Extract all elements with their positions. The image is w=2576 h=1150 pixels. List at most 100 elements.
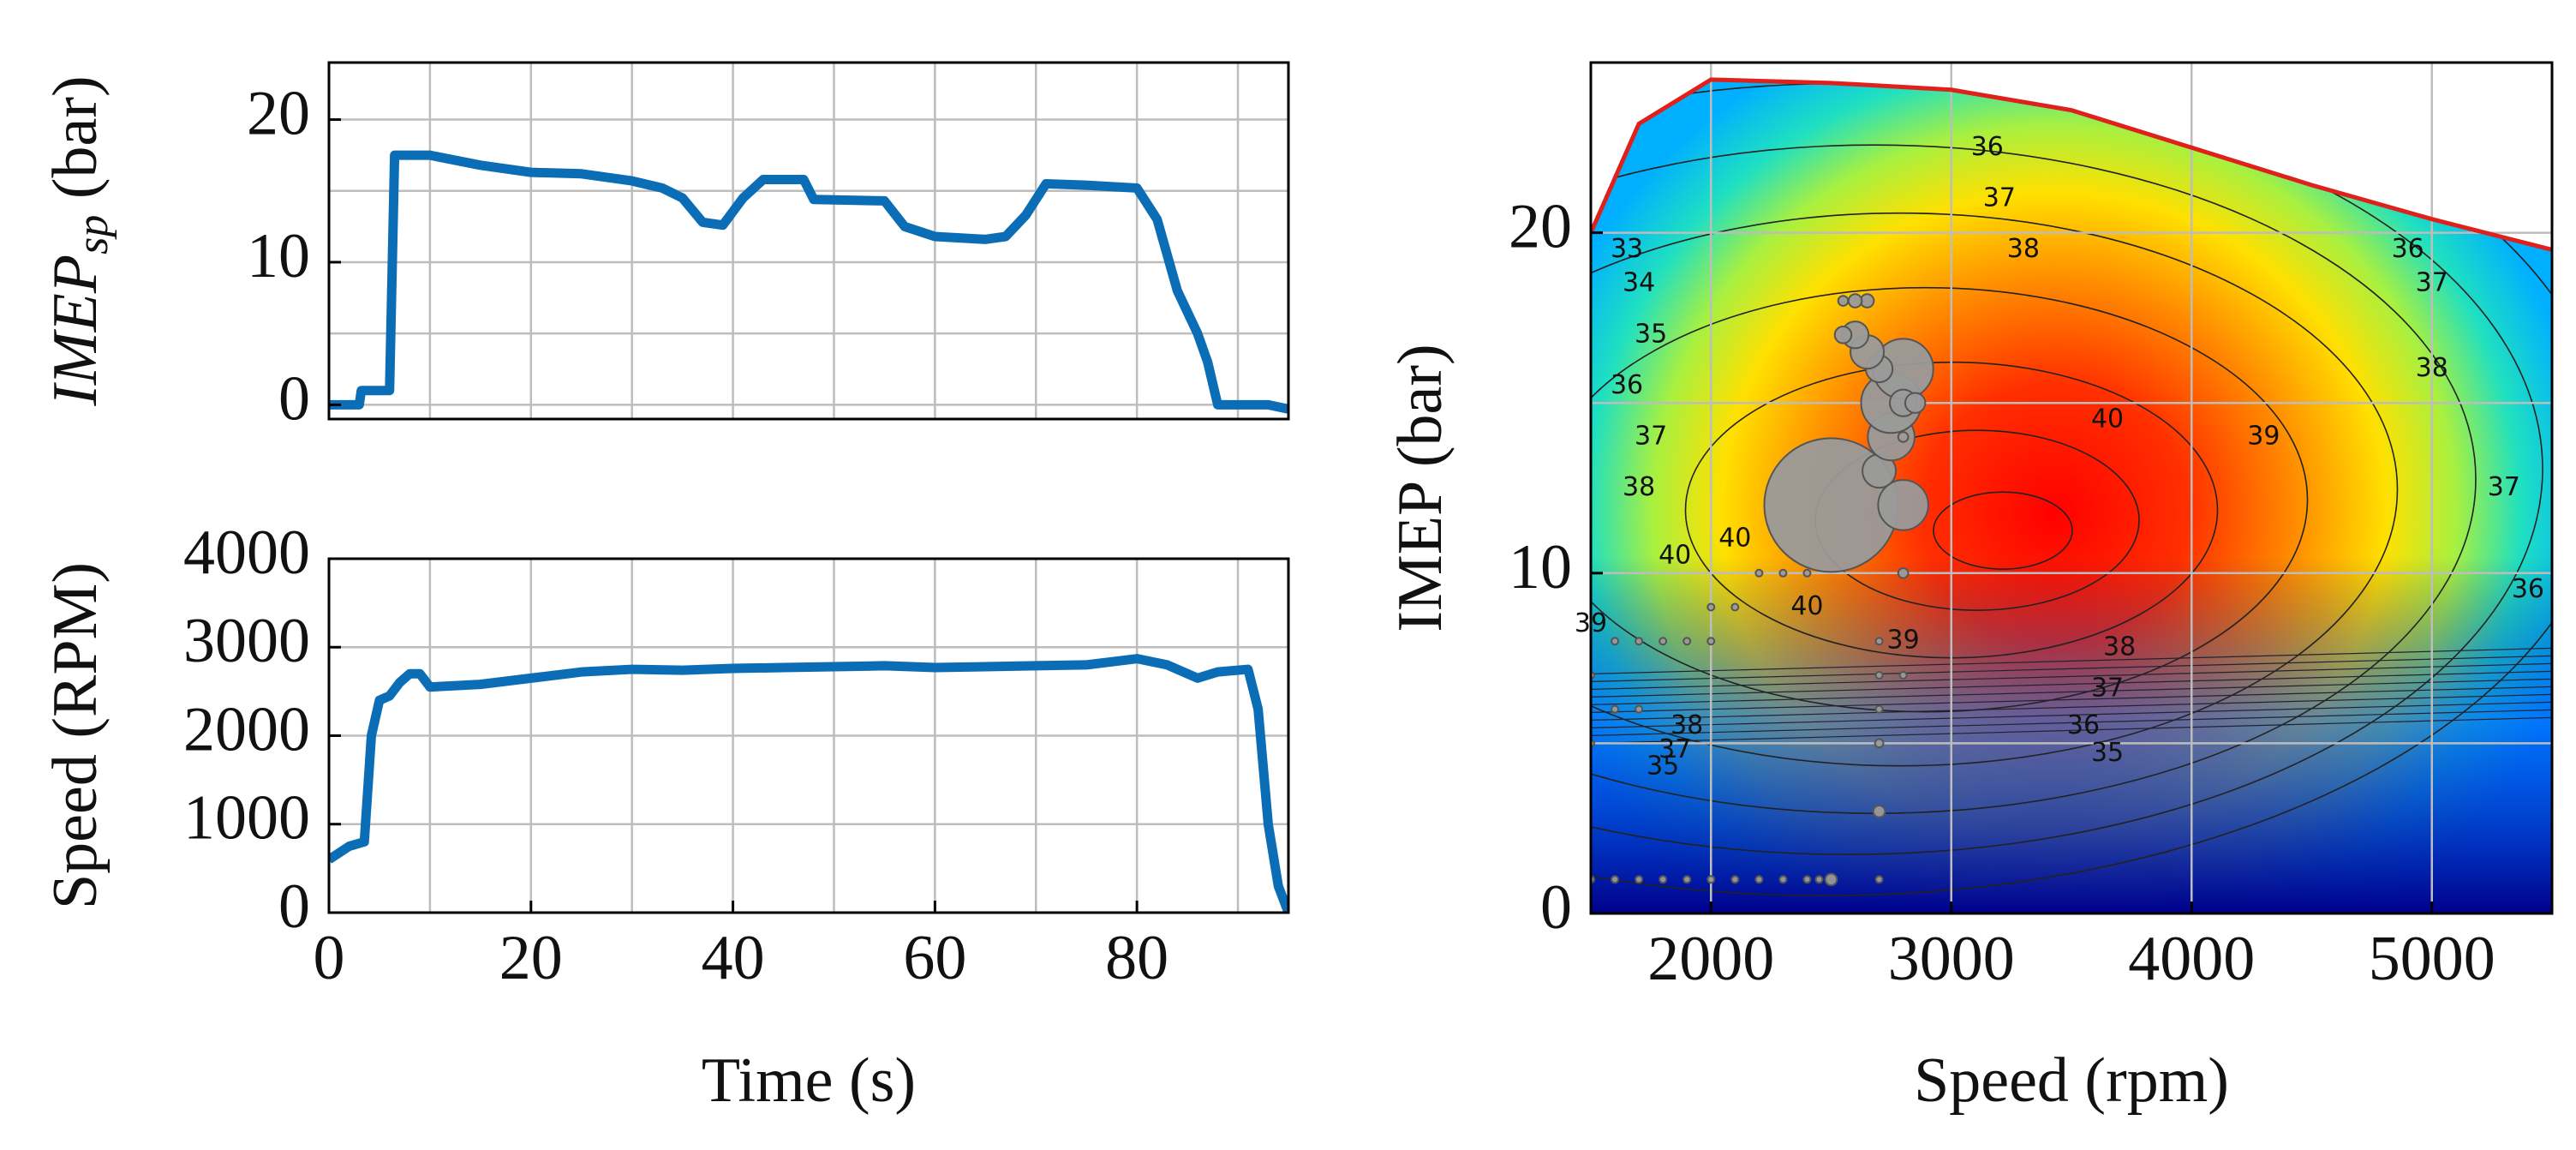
contour-label: 36 — [2067, 710, 2100, 740]
contour-label: 38 — [2007, 234, 2040, 264]
contour-label: 39 — [2247, 421, 2280, 451]
contour-line — [1591, 286, 2309, 713]
contour-label: 39 — [1887, 626, 1920, 656]
contour-label: 37 — [1635, 421, 1667, 451]
bubble — [1611, 704, 1620, 714]
contour-line — [1591, 701, 2552, 728]
y-tick-label: 0 — [1540, 872, 1572, 943]
contour-label: 35 — [2091, 738, 2124, 768]
contour-label: 38 — [2103, 632, 2136, 662]
contour-line — [1591, 647, 2552, 674]
x-axis-label: Speed (rpm) — [1914, 1045, 2229, 1116]
contour-label: 38 — [1623, 472, 1655, 502]
bubble — [1611, 637, 1620, 646]
bubble — [1898, 670, 1908, 680]
contour-label: 37 — [2416, 268, 2448, 298]
bubble — [1706, 637, 1716, 646]
bubble — [1904, 392, 1927, 414]
bubble — [1874, 704, 1884, 714]
heat-low — [1591, 555, 2552, 913]
bubbles — [1591, 293, 1934, 887]
contour-line — [1933, 491, 2073, 570]
contour-label: 38 — [2416, 353, 2448, 383]
contour-label: 40 — [1790, 591, 1823, 621]
contour-label: 36 — [2512, 574, 2544, 604]
bubble — [1814, 875, 1824, 884]
y-tick-label: 3000 — [183, 606, 310, 676]
bubble — [1682, 637, 1692, 646]
bubble — [1635, 875, 1644, 884]
contour-label: 37 — [2488, 472, 2520, 502]
y-tick-label: 0 — [278, 871, 310, 942]
y-tick-label: 2000 — [183, 694, 310, 764]
bubble — [1754, 875, 1764, 884]
bubble — [1877, 479, 1929, 531]
y-axis-label: IMEP (bar) — [1385, 344, 1455, 632]
boundary-line — [1591, 77, 2552, 252]
plot-frame — [1589, 61, 2554, 915]
contour-label: 37 — [1659, 734, 1691, 764]
x-tick-label: 40 — [702, 923, 765, 993]
contour-line — [1591, 655, 2552, 682]
contour-label: 40 — [1659, 540, 1691, 570]
y-axis-label: IMEPsp (bar) — [40, 75, 117, 406]
bubble — [1897, 566, 1910, 579]
x-tick-label: 5000 — [2369, 924, 2495, 994]
plot-frame — [327, 61, 1290, 421]
x-tick-label: 20 — [499, 923, 563, 993]
y-tick-label: 0 — [278, 363, 310, 434]
bubble — [1706, 602, 1716, 612]
bubble — [1730, 875, 1740, 884]
x-tick-label: 4000 — [2128, 924, 2255, 994]
contour-label: 37 — [1983, 183, 2016, 213]
contour-label: 38 — [1671, 710, 1703, 740]
bubble — [1635, 704, 1644, 714]
contour-label: 40 — [1718, 524, 1751, 554]
bubble — [1778, 568, 1788, 578]
bubble — [1611, 875, 1620, 884]
bubble — [1682, 875, 1692, 884]
bubble — [1706, 875, 1716, 884]
bubble — [1802, 568, 1812, 578]
contour-label: 35 — [1635, 319, 1667, 349]
bubble — [1659, 637, 1668, 646]
contour-label: 36 — [1611, 370, 1643, 400]
bubble — [1754, 568, 1764, 578]
data-line — [329, 654, 1288, 913]
bubble — [1730, 602, 1740, 612]
y-axis-label: Speed (RPM) — [40, 562, 111, 909]
bubble — [1874, 637, 1884, 646]
contour-line — [1591, 678, 2552, 705]
contour-line — [1591, 212, 2399, 767]
contour-line — [1591, 670, 2552, 698]
contour-line — [1591, 63, 2552, 896]
x-tick-label: 0 — [314, 923, 345, 993]
contour-label: 36 — [2392, 234, 2424, 264]
contour-label: 37 — [2091, 673, 2124, 703]
x-axis-label: Time (s) — [702, 1045, 916, 1116]
y-tick-label: 4000 — [183, 518, 310, 588]
y-tick-label: 10 — [1509, 532, 1572, 602]
x-tick-label: 2000 — [1647, 924, 1774, 994]
x-tick-label: 3000 — [1888, 924, 2015, 994]
bubble — [1837, 295, 1850, 307]
x-tick-label: 80 — [1105, 923, 1168, 993]
contour-label: 35 — [1647, 752, 1679, 782]
contour-line — [1591, 662, 2552, 690]
heatmap — [1591, 63, 2552, 913]
bubble — [1833, 326, 1853, 344]
x-tick-label: 60 — [903, 923, 966, 993]
contour-line — [1591, 693, 2552, 721]
outside-area — [1591, 63, 2552, 250]
contour-label: 40 — [2091, 404, 2124, 434]
contour-line — [1591, 716, 2552, 744]
y-tick-label: 20 — [1509, 192, 1572, 262]
contour-label: 34 — [1623, 268, 1655, 298]
label-sub: sp — [69, 215, 117, 255]
data-line — [329, 150, 1288, 414]
label-unit: (bar) — [40, 75, 111, 214]
bubble — [1824, 872, 1838, 887]
y-tick-label: 20 — [247, 79, 310, 149]
bubble — [1778, 875, 1788, 884]
